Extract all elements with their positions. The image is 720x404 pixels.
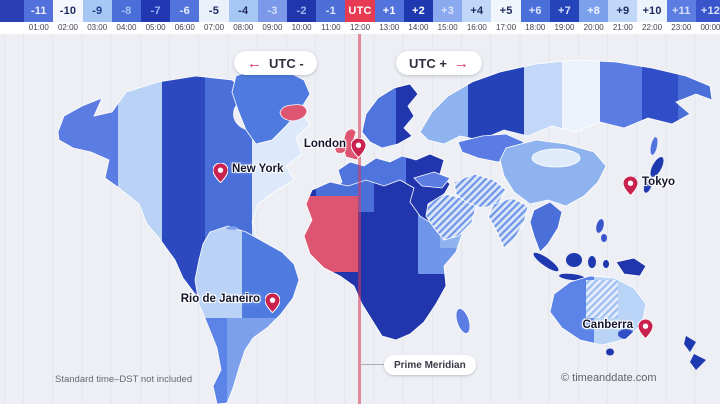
tz-offset-cell-+3[interactable]: +3 <box>433 0 463 22</box>
region-new-zealand <box>684 336 706 370</box>
city-label: Tokyo <box>642 176 676 188</box>
timezone-offset-bar: -11 -10 -9 -8 -7 -6 -5 -4 -3 -2 -1 UTC +1 +2 +3 +4 +5 +6 +… <box>0 0 720 22</box>
left-arrow-icon: ← <box>247 54 262 72</box>
region-ireland <box>334 143 347 154</box>
region-iceland <box>279 104 308 122</box>
tz-time-cell: 16:00 <box>466 23 487 32</box>
tz-time-cell: 06:00 <box>174 23 195 32</box>
location-pin-icon <box>621 175 639 201</box>
tz-offset-cell--1[interactable]: -1 <box>316 0 346 22</box>
tz-time-cell: 00:00 <box>700 23 720 32</box>
tz-time-cell: 02:00 <box>57 23 79 32</box>
tz-time-cell: 10:00 <box>291 23 312 32</box>
tz-time-cell: 17:00 <box>496 23 517 32</box>
attribution-text[interactable]: © timeanddate.com <box>561 372 657 384</box>
utc-plus-label: UTC + <box>409 55 447 71</box>
region-southeast-asia <box>529 201 563 253</box>
utc-minus-label: UTC - <box>269 55 304 71</box>
tz-offset-cell-+5[interactable]: +5 <box>491 0 521 22</box>
tz-offset-cell--2[interactable]: -2 <box>287 0 317 22</box>
tz-offset-cell-+6[interactable]: +6 <box>520 0 550 22</box>
dst-footnote: Standard time–DST not included <box>55 374 193 385</box>
tz-time-cell: 15:00 <box>437 23 458 32</box>
region-sakhalin <box>650 137 658 155</box>
tz-offset-cell-+8[interactable]: +8 <box>579 0 609 22</box>
tz-offset-cell-+9[interactable]: +9 <box>608 0 638 22</box>
tz-time-cell <box>0 22 24 34</box>
tz-time-cell: 14:00 <box>408 23 429 32</box>
location-pin-icon <box>263 292 281 318</box>
tz-offset-cell-edge[interactable] <box>0 0 25 22</box>
tz-offset-cell--8[interactable]: -8 <box>111 0 142 22</box>
tz-offset-cell-UTC[interactable]: UTC <box>345 0 375 22</box>
prime-meridian-connector <box>360 364 384 365</box>
tz-time-cell: 20:00 <box>583 23 604 32</box>
tz-offset-cell--3[interactable]: -3 <box>257 0 288 22</box>
tz-offset-cell--6[interactable]: -6 <box>170 0 200 22</box>
region-arabia <box>425 193 477 241</box>
utc-plus-button[interactable]: UTC + → <box>396 51 482 75</box>
tz-time-cell: 18:00 <box>525 23 546 32</box>
tz-time-cell: 11:00 <box>321 23 341 32</box>
tz-time-cell: 23:00 <box>671 23 692 32</box>
region-japan-honshu <box>650 157 664 177</box>
tz-offset-cell--11[interactable]: -11 <box>24 0 54 22</box>
utc-minus-button[interactable]: ← UTC - <box>234 51 317 75</box>
tz-offset-cell-+1[interactable]: +1 <box>374 0 404 22</box>
city-label: Canberra <box>582 319 634 331</box>
region-madagascar <box>455 308 471 334</box>
region-india <box>487 197 529 249</box>
tz-offset-cell-+7[interactable]: +7 <box>549 0 580 22</box>
location-pin-icon <box>211 162 229 188</box>
tz-offset-cell--10[interactable]: -10 <box>53 0 83 22</box>
region-philippines-south <box>601 234 607 242</box>
tz-offset-cell-+12[interactable]: +12 <box>695 0 720 22</box>
tz-offset-cell-+4[interactable]: +4 <box>462 0 492 22</box>
tz-offset-cell--4[interactable]: -4 <box>228 0 258 22</box>
tz-time-cell: 09:00 <box>262 23 283 32</box>
tz-time-cell: 08:00 <box>233 23 254 32</box>
tz-time-cell: 05:00 <box>145 23 166 32</box>
region-japan-kyushu <box>643 177 653 193</box>
tz-time-cell: 07:00 <box>204 23 225 32</box>
tz-offset-cell-+11[interactable]: +11 <box>666 0 696 22</box>
tz-offset-cell-+2[interactable]: +2 <box>403 0 434 22</box>
city-label: London <box>303 138 346 150</box>
tz-time-cell: 04:00 <box>116 23 137 32</box>
region-turkey <box>413 171 451 189</box>
world-timezone-map[interactable]: ← UTC - UTC + → Prime Meridian New York L… <box>0 34 720 404</box>
tz-time-cell: 19:00 <box>554 23 575 32</box>
tz-time-cell: 03:00 <box>87 23 108 32</box>
tz-offset-cell--5[interactable]: -5 <box>199 0 229 22</box>
location-pin-icon <box>349 137 367 163</box>
tz-offset-cell-+10[interactable]: +10 <box>637 0 667 22</box>
prime-meridian-line <box>358 34 361 404</box>
location-pin-icon <box>636 318 654 344</box>
region-mongolia <box>531 148 581 168</box>
tz-time-cell: 12:00 <box>350 23 371 32</box>
city-label: Rio de Janeiro <box>180 293 260 305</box>
city-label: New York <box>232 163 284 175</box>
tz-time-cell: 21:00 <box>612 23 633 32</box>
world-map-graphic <box>57 59 713 404</box>
region-philippines-north <box>596 219 604 233</box>
timezone-times-row: 01:00 02:00 03:00 04:00 05:00 06:00 07:00 08:00… <box>0 22 720 34</box>
prime-meridian-label: Prime Meridian <box>384 355 476 375</box>
tz-time-cell: 22:00 <box>642 23 663 32</box>
tz-offset-cell--7[interactable]: -7 <box>141 0 171 22</box>
region-indonesia <box>533 252 647 281</box>
tz-time-cell: 01:00 <box>28 23 49 32</box>
tz-time-cell: 13:00 <box>379 23 400 32</box>
right-arrow-icon: → <box>453 54 469 72</box>
tz-offset-cell--9[interactable]: -9 <box>82 0 112 22</box>
